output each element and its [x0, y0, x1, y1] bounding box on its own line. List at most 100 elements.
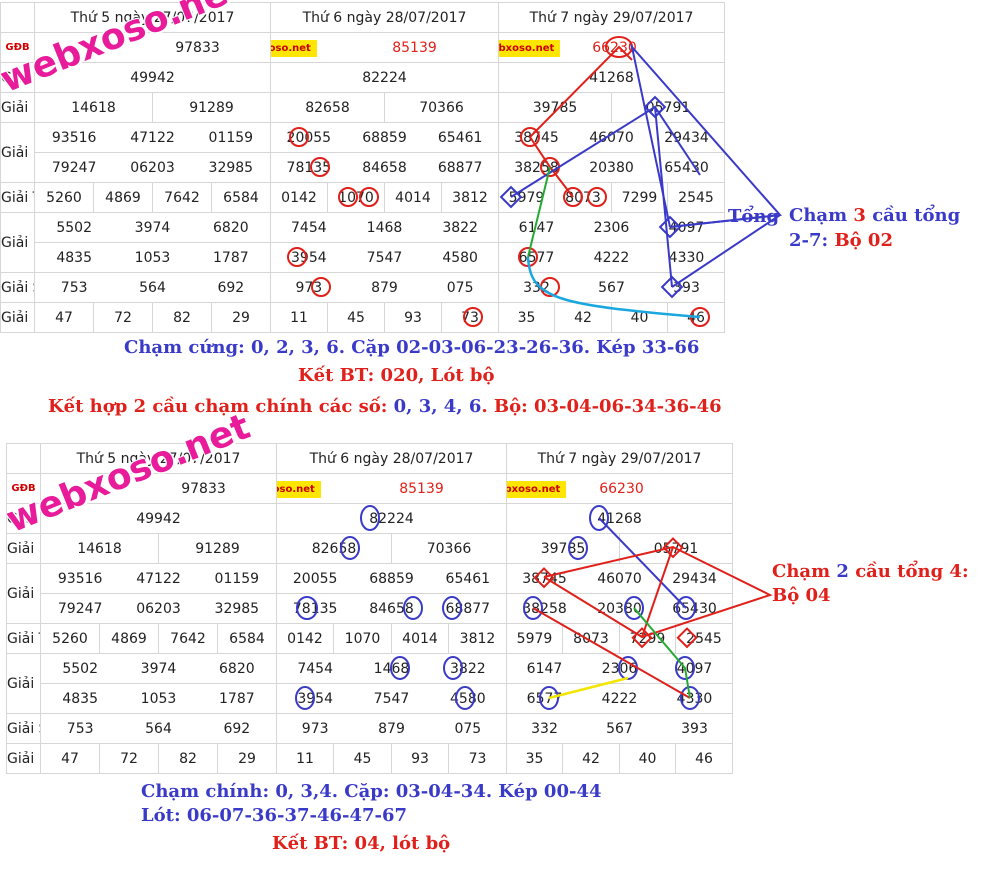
bay-value: 47 — [40, 743, 100, 774]
bay-value: 42 — [554, 302, 612, 333]
bay-value: 29 — [211, 302, 271, 333]
sau-value: 393 — [681, 720, 708, 737]
nam-value: 1053 — [134, 249, 171, 266]
day-panel-thu7: Thứ 7 ngày 29/07/2017 forum.webxoso.net 6… — [498, 2, 725, 333]
tu-value: 3812 — [448, 623, 507, 654]
ba-value: 79247 — [57, 600, 103, 617]
label-nam: Giải Năm — [0, 212, 35, 273]
sau-value: 692 — [223, 720, 251, 737]
bay-value: 93 — [391, 743, 449, 774]
nhi-value: 91289 — [152, 92, 271, 123]
label-sau: Giải Sáu — [6, 713, 41, 744]
tu-value: 6584 — [217, 623, 277, 654]
note-cham2: Chạm 2 cầu tổng 4: — [772, 561, 969, 582]
tu-value: 5260 — [40, 623, 100, 654]
nam-value: 2306 — [593, 219, 630, 236]
tu-value: 7642 — [152, 182, 212, 213]
gdb-value: 97833 — [40, 473, 277, 504]
gdb-value: 66230 — [592, 39, 637, 56]
bay-value: 47 — [34, 302, 94, 333]
ba-value: 78135 — [292, 600, 338, 617]
ba-value: 68859 — [362, 129, 407, 146]
label-bay: Giải Bảy — [6, 743, 41, 774]
label-nhi: Giải Nhì — [6, 533, 41, 564]
nhat-value: 41268 — [498, 62, 725, 93]
note-cham3-b: cầu tổng — [865, 205, 961, 226]
ba-value: 65430 — [664, 159, 709, 176]
note-bo04: Bộ 04 — [772, 585, 831, 606]
bay-value: 45 — [327, 302, 385, 333]
nam-value: 4097 — [676, 660, 713, 677]
tu-value: 6584 — [211, 182, 271, 213]
label-gdb: GĐB — [6, 473, 41, 504]
tu-value: 2545 — [667, 182, 725, 213]
gdb-value: 97833 — [34, 32, 271, 63]
nam-value: 1787 — [213, 249, 249, 266]
nhi-value: 91289 — [158, 533, 277, 564]
sau-value: 753 — [60, 279, 88, 296]
sau-value: 753 — [66, 720, 94, 737]
nhat-value: 49942 — [34, 62, 271, 93]
nam-value: 6577 — [518, 249, 555, 266]
label-ba: Giải Ba — [0, 122, 35, 183]
ba-value: 20380 — [589, 159, 634, 176]
label-nhat: Giải Nhất — [6, 503, 41, 534]
ba-value: 20055 — [292, 570, 338, 587]
nhat-value: 49942 — [40, 503, 277, 534]
nam-value: 6147 — [518, 219, 555, 236]
ba-value: 20055 — [286, 129, 332, 146]
note-ket-hop-b: 0, 3, 4, 6 — [393, 396, 482, 417]
note-cham-cung: Chạm cứng: 0, 2, 3, 6. Cặp 02-03-06-23-2… — [124, 337, 700, 358]
ba-value: 93516 — [51, 129, 97, 146]
bay-value: 72 — [93, 302, 153, 333]
sau-value: 567 — [606, 720, 633, 737]
ba-value: 46070 — [597, 570, 642, 587]
nam-value: 3974 — [140, 660, 177, 677]
label-nhat: Giải Nhất — [0, 62, 35, 93]
nhi-value: 05791 — [611, 92, 725, 123]
ba-value: 38258 — [514, 159, 559, 176]
ba-value: 68877 — [445, 600, 491, 617]
note-ket-hop-a: Kết hợp 2 cầu chạm chính các số: — [48, 396, 394, 417]
day-header: Thứ 7 ngày 29/07/2017 — [506, 443, 733, 474]
nam-value: 3822 — [450, 660, 486, 677]
note-cham2-b: cầu tổng 4: — [848, 561, 969, 582]
nam-value: 7454 — [297, 660, 333, 677]
forum-tag: forum.webxoso.net — [499, 40, 561, 57]
sau-value: 075 — [454, 720, 482, 737]
ba-value: 38258 — [522, 600, 567, 617]
label-gdb: GĐB — [0, 32, 35, 63]
nam-value: 4835 — [62, 690, 98, 707]
day-panel-thu6: Thứ 6 ngày 28/07/2017 webxoso.net 85139 8… — [276, 443, 507, 774]
nam-value: 7547 — [366, 249, 403, 266]
sau-value: 879 — [378, 720, 405, 737]
nam-value: 3822 — [442, 219, 478, 236]
bay-value: 40 — [619, 743, 676, 774]
sau-value: 879 — [371, 279, 398, 296]
nam-value: 1468 — [366, 219, 403, 236]
nhat-value: 41268 — [506, 503, 733, 534]
bay-value: 42 — [562, 743, 620, 774]
ba-value: 06203 — [136, 600, 181, 617]
tu-value: 5979 — [498, 182, 555, 213]
nam-value: 7454 — [291, 219, 327, 236]
tu-value: 7642 — [158, 623, 218, 654]
ba-value: 68877 — [437, 159, 483, 176]
sau-value: 332 — [531, 720, 558, 737]
label-bay: Giải Bảy — [0, 302, 35, 333]
nam-value: 2306 — [601, 660, 638, 677]
note-bo02: Bộ 02 — [834, 230, 893, 251]
ba-value: 93516 — [57, 570, 103, 587]
ba-value: 46070 — [589, 129, 634, 146]
tu-value: 1070 — [327, 182, 385, 213]
tu-value: 3812 — [441, 182, 499, 213]
nhi-value: 39785 — [498, 92, 612, 123]
sau-value: 564 — [139, 279, 166, 296]
ba-value: 32985 — [208, 159, 254, 176]
nam-value: 4097 — [668, 219, 705, 236]
tu-value: 0142 — [276, 623, 334, 654]
tu-value: 8073 — [554, 182, 612, 213]
nam-value: 1468 — [373, 660, 410, 677]
tu-value: 0142 — [270, 182, 328, 213]
